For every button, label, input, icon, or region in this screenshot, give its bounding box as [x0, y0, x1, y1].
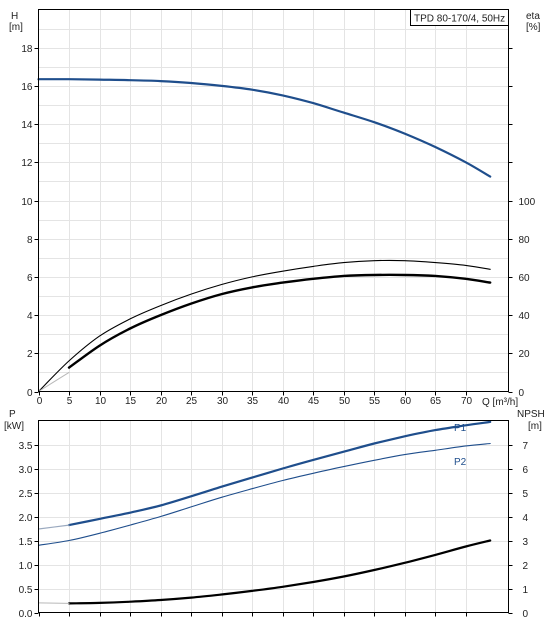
x-tick-label: 35	[247, 396, 259, 407]
npsh-tick-label: 6	[523, 465, 529, 476]
x-tick-label: 70	[461, 396, 473, 407]
h-tick-label: 14	[21, 120, 33, 131]
h-tick-label: 10	[21, 197, 33, 208]
npsh-tick-label: 3	[523, 537, 529, 548]
x-tick-label: 30	[217, 396, 229, 407]
x-tick-label: 25	[186, 396, 198, 407]
top-plot-frame	[38, 9, 509, 392]
p1-series-label: P1	[454, 423, 467, 434]
x-tick-label: 20	[156, 396, 168, 407]
h-tick-label: 8	[27, 235, 33, 246]
p1-curve	[67, 420, 492, 527]
title-text: TPD 80-170/4, 50Hz	[414, 14, 505, 25]
eta-tick-label: 20	[519, 349, 531, 360]
npsh-curve-extension	[38, 602, 70, 604]
p2-curve	[37, 442, 491, 546]
h-tick-label: 18	[21, 44, 33, 55]
npsh-tick-label: 2	[523, 561, 529, 572]
p-tick-label: 0.0	[19, 609, 33, 620]
p-axis-label: P	[9, 409, 16, 420]
efficiency-curve-thin	[37, 259, 491, 393]
x-tick-label: 55	[369, 396, 381, 407]
grid	[38, 9, 509, 613]
efficiency-curve-thick	[67, 273, 492, 369]
axis-ticks: 0 5 10 15 20 25 30 35 40 45 50 55 60 65 70024681012141…	[19, 44, 536, 620]
eta-axis-label: eta	[526, 11, 540, 22]
eta-tick-label: 60	[519, 273, 531, 284]
eta-tick-label: 100	[519, 197, 536, 208]
x-tick-label: 40	[278, 396, 290, 407]
h-axis-unit: [m]	[9, 22, 23, 33]
x-tick-label: 45	[308, 396, 320, 407]
eta-tick-label: 40	[519, 311, 531, 322]
p2-series-label: P2	[454, 457, 467, 468]
x-tick-label: 60	[400, 396, 412, 407]
x-tick-label: 5	[67, 396, 73, 407]
x-tick-label: 0	[37, 396, 43, 407]
title-box	[410, 9, 509, 26]
h-tick-label: 2	[27, 349, 33, 360]
x-axis-label: Q [m³/h]	[482, 397, 518, 408]
h-tick-label: 4	[27, 311, 33, 322]
h-tick-label: 12	[21, 158, 33, 169]
x-tick-label: 15	[125, 396, 137, 407]
npsh-axis-unit: [m]	[528, 421, 542, 432]
p-tick-label: 1.5	[19, 537, 33, 548]
p-tick-label: 3.5	[19, 441, 33, 452]
npsh-tick-label: 7	[523, 441, 529, 452]
bottom-plot-frame	[38, 420, 509, 613]
npsh-tick-label: 4	[523, 513, 529, 524]
h-axis-label: H	[11, 11, 18, 22]
eta-tick-label: 80	[519, 235, 531, 246]
eta-axis-unit: [%]	[526, 22, 541, 33]
h-tick-label: 6	[27, 273, 33, 284]
efficiency-curve-extension	[38, 371, 70, 392]
h-tick-label: 0	[27, 388, 33, 399]
npsh-tick-label: 0	[523, 609, 529, 620]
p-tick-label: 1.0	[19, 561, 33, 572]
h-tick-label: 16	[21, 82, 33, 93]
x-tick-label: 50	[339, 396, 351, 407]
p-tick-label: 3.0	[19, 465, 33, 476]
x-tick-label: 65	[430, 396, 442, 407]
eta-tick-label: 0	[519, 388, 525, 399]
npsh-tick-label: 1	[523, 585, 529, 596]
p1-curve-extension	[37, 524, 70, 530]
p-axis-unit: [kW]	[4, 421, 24, 432]
npsh-axis-label: NPSH	[517, 409, 545, 420]
p-tick-label: 2.5	[19, 489, 33, 500]
p-tick-label: 0.5	[19, 585, 33, 596]
x-tick-label: 10	[95, 396, 107, 407]
npsh-tick-label: 5	[523, 489, 529, 500]
head-curve	[37, 78, 492, 178]
npsh-curve	[67, 539, 492, 605]
curves	[37, 78, 492, 605]
p-tick-label: 2.0	[19, 513, 33, 524]
